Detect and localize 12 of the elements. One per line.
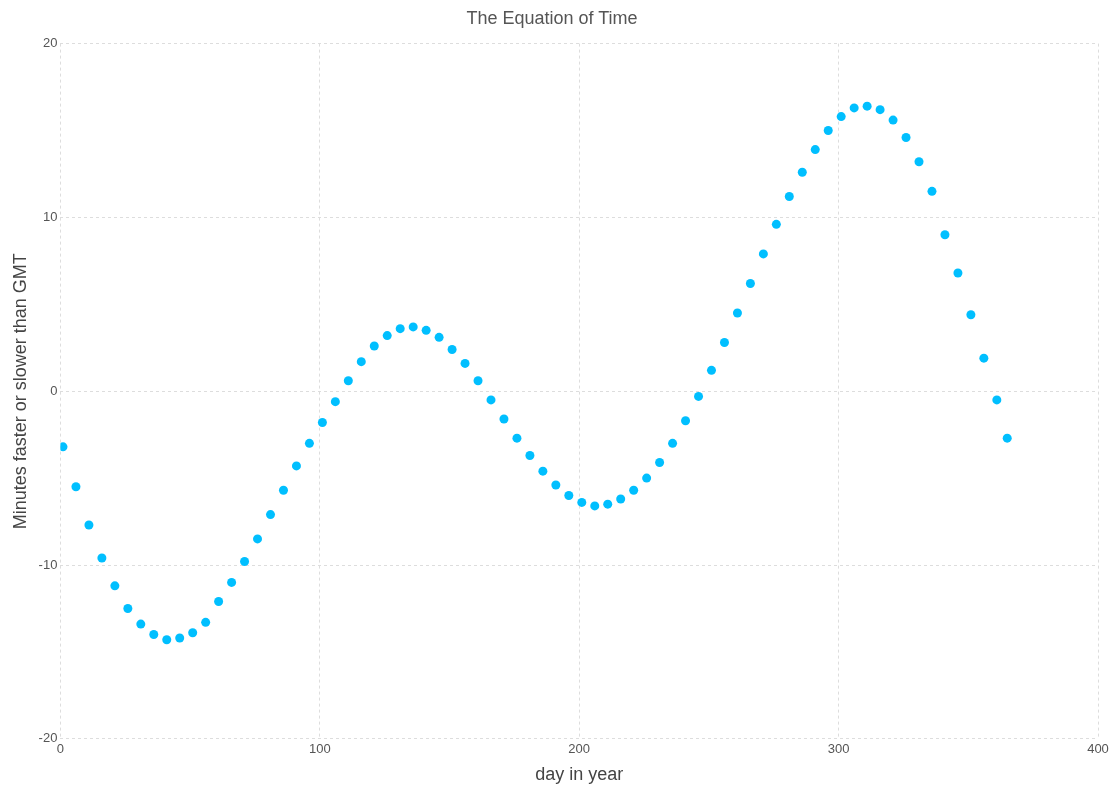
x-tick-label: 100 [308,741,331,757]
y-tick-label: 20 [42,35,58,51]
x-tick-label: 200 [568,741,591,757]
y-axis-title: Minutes faster or slower than GMT [9,253,30,530]
x-tick-label: 300 [827,741,850,757]
chart-title: The Equation of Time [466,7,638,28]
x-tick-label: 400 [1087,741,1109,757]
y-tick-label: -20 [38,730,58,746]
x-axis-title: day in year [535,764,624,785]
y-tick-label: 10 [42,208,58,224]
y-tick-label: 0 [50,382,58,398]
y-tick-label: -10 [38,556,58,572]
